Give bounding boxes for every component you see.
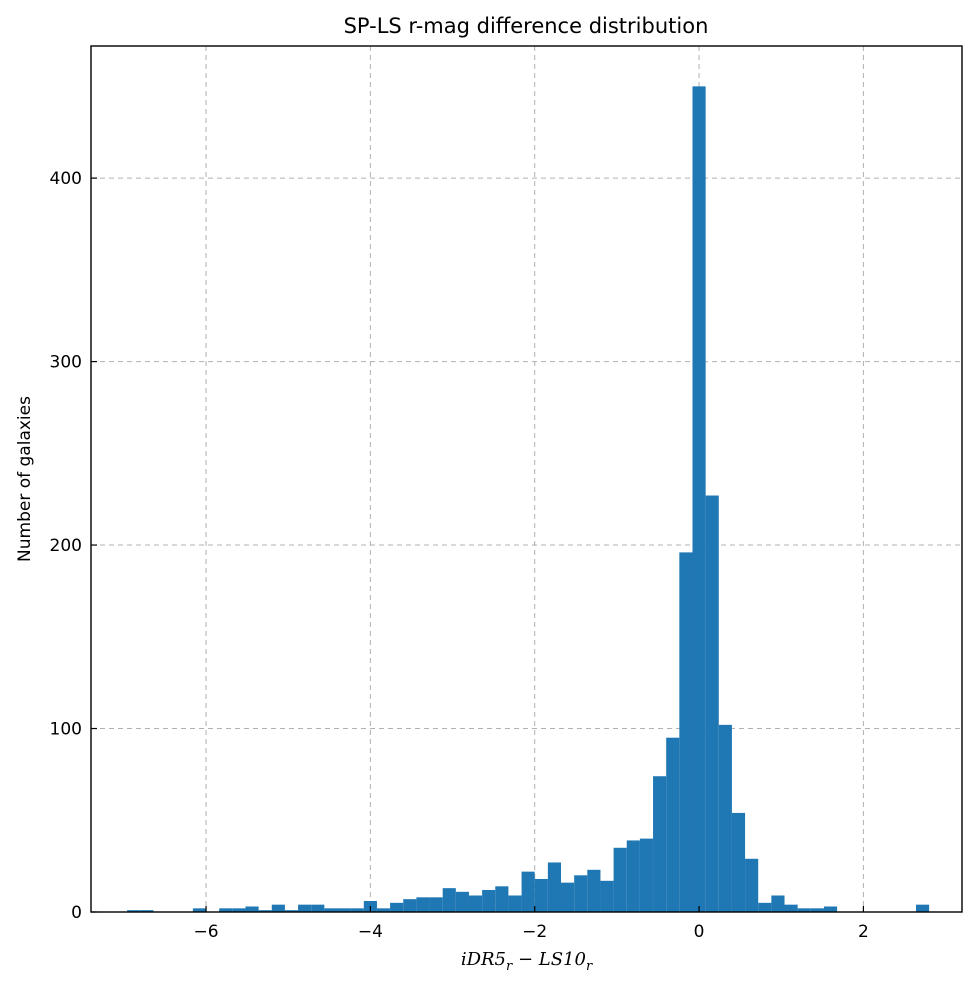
histogram-bar (810, 908, 824, 912)
histogram-bar (823, 906, 838, 912)
histogram-bar (482, 889, 496, 912)
histogram-bars (127, 86, 930, 913)
histogram-bar (468, 895, 483, 912)
histogram-bar (574, 875, 588, 912)
histogram-bar (219, 908, 233, 912)
histogram-bar (587, 869, 601, 912)
histogram-bar (495, 886, 509, 912)
grid-lines (91, 46, 962, 913)
histogram-bar (258, 910, 272, 912)
histogram-bar (758, 902, 772, 912)
histogram-bar (350, 908, 364, 912)
histogram-bar (534, 878, 548, 912)
histogram-bar (692, 86, 706, 913)
histogram-bar (455, 891, 469, 912)
histogram-bar (653, 776, 667, 912)
plot-frame (90, 45, 963, 913)
chart-title: SP-LS r-mag difference distribution (344, 14, 709, 38)
histogram-bar (192, 908, 207, 912)
histogram-bar (140, 910, 154, 912)
histogram-bar (600, 880, 614, 912)
histogram-bar (718, 724, 732, 912)
histogram-bar (521, 871, 535, 912)
histogram-bar (403, 899, 417, 912)
histogram-bar (508, 895, 522, 912)
y-tick-label: 200 (50, 536, 82, 556)
histogram-bar (232, 908, 246, 912)
histogram-bar (376, 908, 391, 912)
histogram-bar (679, 552, 693, 912)
histogram-bar (337, 908, 351, 912)
histogram-bar (429, 897, 443, 912)
histogram-bar (639, 838, 654, 912)
y-axis-label: Number of galaxies (15, 396, 35, 562)
x-label-part2: LS10 (538, 949, 586, 970)
histogram-bar (784, 904, 798, 912)
x-tick-label: −6 (194, 922, 219, 942)
histogram-bar (705, 495, 719, 912)
histogram-bar (666, 737, 680, 912)
histogram-bar (547, 862, 562, 912)
histogram-bar (745, 858, 759, 912)
x-axis-label: iDR5r − LS10r (461, 949, 593, 974)
y-tick-label: 0 (71, 903, 82, 923)
histogram-bar (771, 895, 785, 912)
x-label-sub2: r (586, 959, 593, 974)
y-tick-label: 300 (50, 353, 82, 373)
histogram-bar (245, 906, 259, 912)
y-tick-label: 400 (50, 169, 82, 189)
histogram-bar (416, 897, 430, 912)
histogram-bar (442, 888, 456, 912)
histogram-bar (284, 910, 299, 912)
histogram-bar (797, 908, 811, 912)
x-tick-label: 2 (858, 922, 869, 942)
histogram-bar (311, 904, 325, 912)
y-tick-label: 100 (50, 720, 82, 740)
histogram-bar (390, 902, 404, 912)
axis-ticks: −6 −4 −2 0 2 0 100 200 300 400 (50, 169, 869, 942)
histogram-bar (731, 812, 746, 912)
x-label-part1: iDR5 (461, 949, 506, 970)
x-label-operator: − (512, 949, 539, 970)
histogram-bar (298, 904, 312, 912)
histogram-bar (324, 908, 338, 912)
x-tick-label: −4 (358, 922, 383, 942)
histogram-bar (561, 882, 575, 912)
histogram-bar (271, 904, 285, 912)
histogram-bar (613, 847, 627, 912)
x-tick-label: −2 (522, 922, 547, 942)
x-label-sub1: r (506, 959, 513, 974)
x-tick-label: 0 (694, 922, 705, 942)
histogram-bar (915, 904, 930, 912)
histogram-bar (127, 910, 141, 912)
histogram-bar (626, 840, 640, 912)
